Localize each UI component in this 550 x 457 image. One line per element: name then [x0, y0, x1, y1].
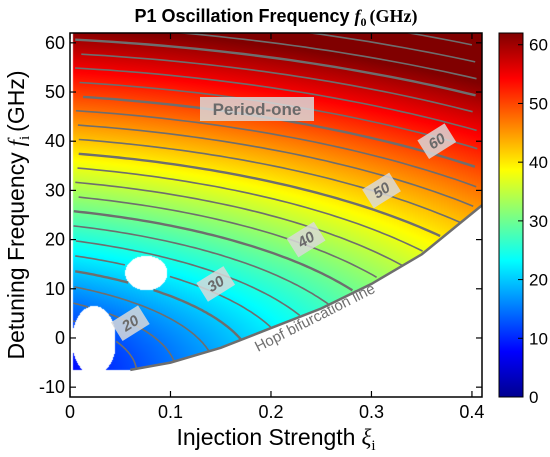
- colorbar-tick-label: 0: [529, 388, 538, 407]
- period-one-annotation: Period-one: [200, 97, 314, 121]
- contour-label: 60: [417, 123, 457, 160]
- contour-line: [75, 38, 476, 97]
- colorbar-tick-label: 50: [529, 94, 548, 113]
- y-axis-label: Detuning Frequency fi (GHz): [3, 70, 33, 359]
- chart-title-unit: (GHz): [370, 6, 418, 27]
- contour-line: [78, 196, 378, 278]
- colorbar-tick-label: 20: [529, 271, 548, 290]
- contour-line: [73, 210, 354, 292]
- x-axis-symbol: ξ: [361, 425, 371, 450]
- contour-line: [75, 240, 301, 317]
- contour-label-box: [196, 266, 236, 302]
- y-tick-label: 40: [45, 131, 65, 151]
- plot-frame: [69, 32, 483, 398]
- contour-line: [75, 181, 403, 267]
- y-tick-label: 50: [45, 82, 65, 102]
- contour-line: [73, 225, 329, 305]
- contour-line: [78, 138, 461, 224]
- contour-line: [75, 67, 477, 132]
- x-tick-label: 0.1: [158, 402, 183, 422]
- colorbar-tick-label: 10: [529, 329, 548, 348]
- y-tick-label: 30: [45, 180, 65, 200]
- contour-lines: [72, 25, 479, 369]
- contour-line: [77, 124, 474, 207]
- contour-label: 20: [110, 305, 150, 342]
- contour-label: 50: [362, 172, 401, 209]
- colorbar-tick-label: 60: [529, 36, 548, 55]
- x-axis-label: Injection Strength ξi: [176, 424, 375, 454]
- contour-line: [172, 33, 477, 80]
- colorbar-tick-label: 40: [529, 153, 548, 172]
- contour-label: 30: [196, 266, 236, 302]
- contour-line: [74, 286, 210, 352]
- y-axis-symbol-sub: i: [17, 136, 33, 140]
- y-tick-label: 0: [55, 328, 65, 348]
- colorbar: [498, 32, 524, 398]
- x-axis-label-text: Injection Strength: [176, 424, 355, 450]
- y-axis-ticks: -10 0 10 20 30 40 50 60: [39, 33, 482, 397]
- contour-line: [81, 53, 473, 113]
- contour-line: [75, 109, 477, 188]
- y-tick-label: 60: [45, 33, 65, 53]
- y-tick-label: -10: [39, 377, 65, 397]
- x-tick-label: 0.2: [258, 402, 283, 422]
- contour-label-box: [362, 172, 401, 209]
- contour-line: [454, 25, 479, 30]
- y-axis-symbol: f: [4, 136, 29, 146]
- period-one-label-box: [200, 97, 314, 121]
- contour-line: [305, 33, 476, 63]
- y-axis-unit: (GHz): [3, 70, 29, 131]
- chart-title-symbol-sub: 0: [361, 15, 367, 29]
- contour-line: [83, 95, 476, 168]
- y-tick-label: 20: [45, 230, 65, 250]
- hopf-bifurcation-line: [130, 204, 482, 372]
- frequency-heatmap: [70, 33, 482, 397]
- y-axis-label-text: Detuning Frequency: [3, 152, 29, 360]
- period-one-label: Period-one: [213, 100, 302, 119]
- chart-title: P1 Oscillation Frequency f0 (GHz): [134, 6, 417, 29]
- y-tick-label: 10: [45, 279, 65, 299]
- contour-label-box: [110, 305, 150, 342]
- contour-line: [75, 270, 242, 340]
- x-tick-label: 0: [65, 402, 75, 422]
- contour-line: [77, 167, 423, 252]
- x-tick-label: 0.4: [459, 402, 484, 422]
- contour-label-box: [286, 221, 326, 258]
- colorbar-ticks: 0 10 20 30 40 50 60: [518, 36, 548, 407]
- contour-line: [78, 152, 441, 238]
- x-axis-symbol-sub: i: [371, 438, 375, 454]
- contour-line: [404, 33, 473, 46]
- colorbar-tick-label: 30: [529, 212, 548, 231]
- contour-line: [75, 255, 272, 328]
- chart-title-text: P1 Oscillation Frequency: [134, 6, 349, 26]
- contour-label-box: [417, 123, 457, 160]
- chart-title-symbol: f: [355, 6, 363, 26]
- contour-line: [72, 320, 138, 369]
- x-axis-ticks: 0 0.1 0.2 0.3 0.4: [65, 33, 484, 422]
- x-tick-label: 0.3: [359, 402, 384, 422]
